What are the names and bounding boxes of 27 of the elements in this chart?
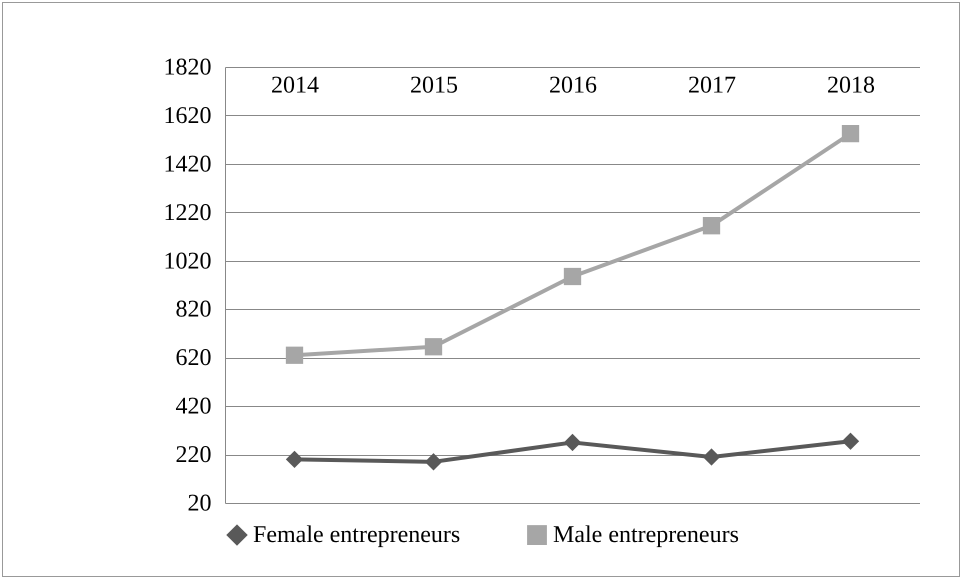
y-tick-label: 1020 bbox=[164, 248, 212, 274]
y-tick-label: 1820 bbox=[164, 54, 212, 80]
point bbox=[702, 216, 720, 234]
point bbox=[564, 434, 582, 452]
y-tick-label: 620 bbox=[176, 345, 212, 372]
y-tick-label: 1220 bbox=[164, 200, 212, 226]
legend-label: Male entrepreneurs bbox=[553, 522, 739, 548]
point bbox=[842, 124, 860, 142]
y-tick-label: 420 bbox=[176, 394, 212, 420]
point bbox=[286, 346, 304, 364]
y-tick-label: 1620 bbox=[164, 102, 212, 129]
x-tick-label: 2015 bbox=[410, 72, 458, 98]
point bbox=[424, 453, 442, 470]
y-tick-label: 220 bbox=[176, 442, 212, 468]
legend-label: Female entrepreneurs bbox=[253, 522, 460, 548]
x-tick-label: 2017 bbox=[688, 72, 736, 98]
x-tick-label: 2016 bbox=[549, 72, 597, 98]
point bbox=[702, 448, 720, 466]
point bbox=[424, 338, 442, 356]
point bbox=[564, 268, 582, 286]
y-tick-label: 820 bbox=[176, 296, 212, 323]
x-tick-label: 2018 bbox=[827, 72, 875, 98]
y-tick-label: 1420 bbox=[164, 151, 212, 178]
point bbox=[286, 450, 304, 468]
x-tick-label: 2014 bbox=[271, 72, 319, 98]
y-tick-label: 20 bbox=[188, 490, 212, 516]
point bbox=[842, 432, 860, 450]
